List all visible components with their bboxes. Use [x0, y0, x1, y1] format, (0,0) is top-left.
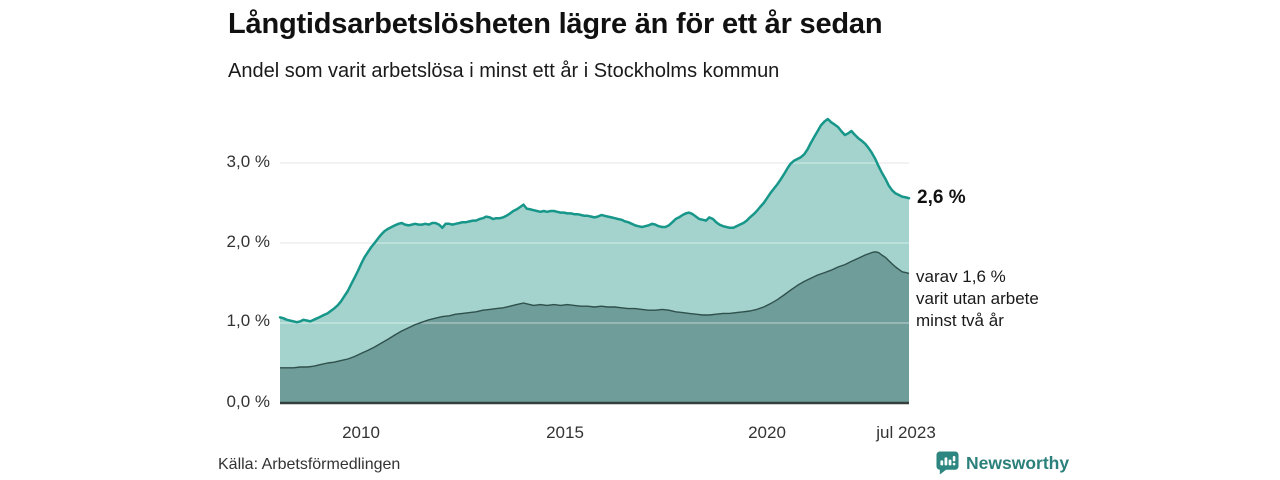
y-axis-tick-2: 2,0 % — [226, 232, 270, 251]
series1-line — [278, 117, 911, 324]
x-axis-tick-2015: 2015 — [546, 423, 584, 442]
series2-annotation-line1: varav 1,6 % — [916, 267, 1006, 286]
brand-logo: Newsworthy — [936, 451, 1069, 475]
y-axis-tick-1: 1,0 % — [226, 311, 270, 330]
page-subtitle: Andel som varit arbetslösa i minst ett å… — [228, 60, 780, 82]
series2-annotation: varav 1,6 % varit utan arbete minst två … — [916, 266, 1039, 332]
series2-annotation-line2: varit utan arbete — [916, 289, 1039, 308]
x-axis-tick-2010: 2010 — [342, 423, 380, 442]
page-title: Långtidsarbetslösheten lägre än för ett … — [228, 8, 883, 40]
series2-line — [280, 251, 910, 369]
source-note: Källa: Arbetsförmedlingen — [218, 456, 401, 473]
y-axis-tick-3: 3,0 % — [226, 152, 270, 171]
area-chart — [278, 117, 911, 405]
series1-end-value-label: 2,6 % — [917, 187, 966, 208]
newsworthy-logo-icon — [936, 451, 959, 475]
x-axis-tick-2020: 2020 — [748, 423, 786, 442]
y-axis-tick-0: 0,0 % — [226, 392, 270, 411]
x-axis-tick-jul2023: jul 2023 — [876, 423, 936, 442]
series2-area — [280, 251, 909, 403]
series2-annotation-line3: minst två år — [916, 311, 1004, 330]
brand-name: Newsworthy — [966, 452, 1070, 473]
